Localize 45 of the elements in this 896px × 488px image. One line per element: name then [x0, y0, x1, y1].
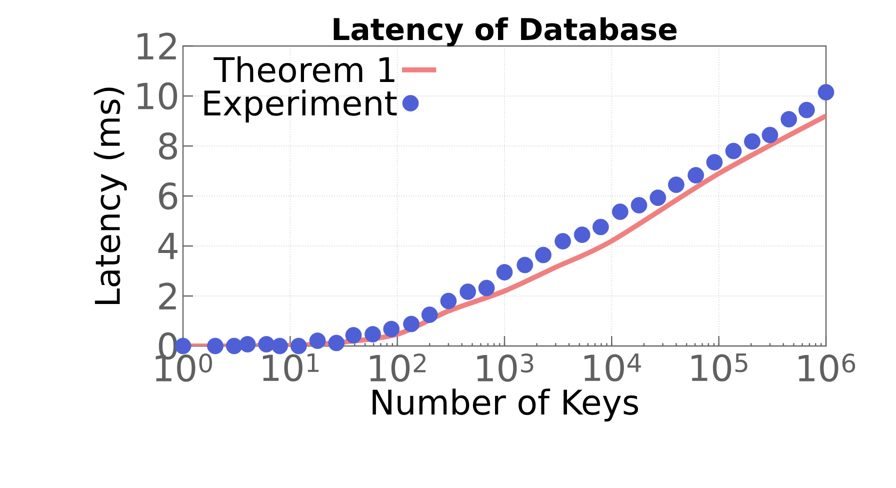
point: [460, 284, 476, 300]
x-tick-label: 10$^{5}$: [692, 354, 748, 382]
point: [421, 306, 438, 323]
point: [725, 142, 742, 160]
point: [688, 167, 704, 184]
point: [383, 320, 400, 338]
point: [744, 133, 760, 150]
point: [574, 226, 590, 243]
point: [592, 218, 609, 236]
x-tick-label: 10$^{4}$: [584, 354, 641, 382]
point: [554, 233, 572, 250]
legend-label: Theorem 1: [214, 56, 394, 83]
y-tick-label: 12: [138, 32, 176, 60]
point: [364, 326, 381, 342]
point: [309, 332, 326, 349]
legend-label: Experiment: [204, 90, 397, 122]
point: [668, 176, 684, 193]
point: [780, 111, 798, 128]
chart-title: Latency of Database: [334, 17, 677, 46]
point: [612, 204, 628, 220]
point: [650, 190, 666, 206]
x-tick-label: 10$^{6}$: [798, 354, 856, 382]
point: [290, 338, 307, 354]
point: [706, 154, 723, 170]
x-tick-label: 10$^{3}$: [477, 354, 534, 382]
point: [272, 338, 288, 354]
point: [345, 327, 362, 344]
point: [516, 256, 534, 274]
y-axis-title: Latency (ms): [94, 88, 127, 304]
y-tick-label: 4: [158, 232, 178, 260]
x-tick-label: 10$^{1}$: [262, 354, 319, 382]
point: [535, 246, 552, 264]
point: [496, 264, 513, 280]
point: [762, 126, 778, 144]
y-tick-label: 8: [159, 132, 177, 160]
point: [630, 197, 648, 214]
point: [328, 334, 345, 352]
y-tick-label: 2: [159, 282, 176, 310]
x-axis-title: Number of Keys: [372, 388, 638, 422]
point: [478, 280, 495, 296]
x-tick-label: 10$^{2}$: [370, 354, 426, 382]
point: [440, 292, 457, 310]
point: [403, 316, 420, 332]
y-tick-label: 6: [159, 182, 178, 210]
y-tick-label: 10: [138, 82, 178, 110]
